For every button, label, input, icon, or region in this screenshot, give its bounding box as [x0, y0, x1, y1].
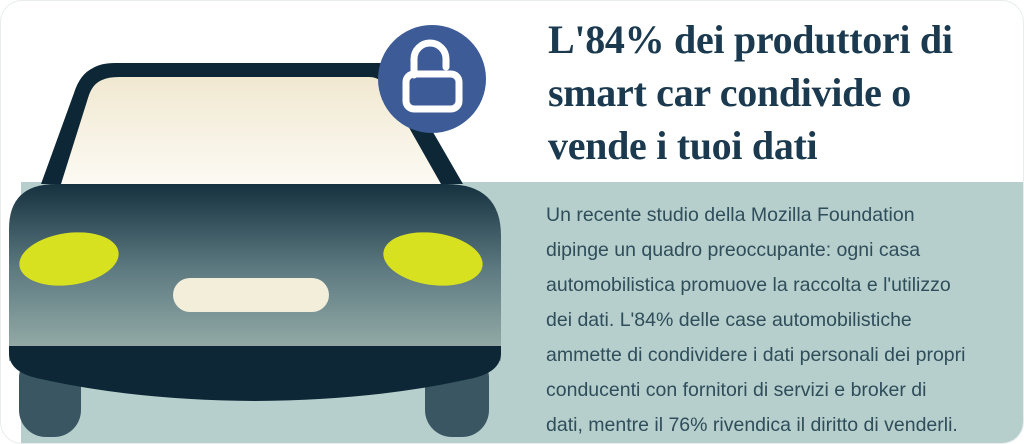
privacy-badge [378, 25, 486, 133]
description-text: Un recente studio della Mozilla Foundati… [546, 204, 966, 436]
car-body [9, 184, 501, 361]
headlight-left [19, 232, 119, 286]
smart-car-illustration [9, 25, 501, 437]
license-plate [173, 278, 329, 312]
headline: L'84% dei produttori di smart car condiv… [548, 17, 953, 168]
bumper [9, 346, 501, 401]
headlight-right [383, 232, 483, 286]
open-padlock-icon [402, 39, 463, 113]
windshield-glass [61, 77, 441, 184]
